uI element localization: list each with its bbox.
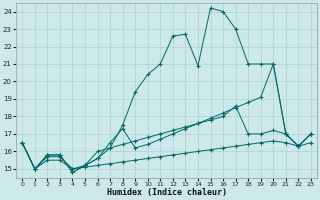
X-axis label: Humidex (Indice chaleur): Humidex (Indice chaleur) bbox=[107, 188, 227, 197]
